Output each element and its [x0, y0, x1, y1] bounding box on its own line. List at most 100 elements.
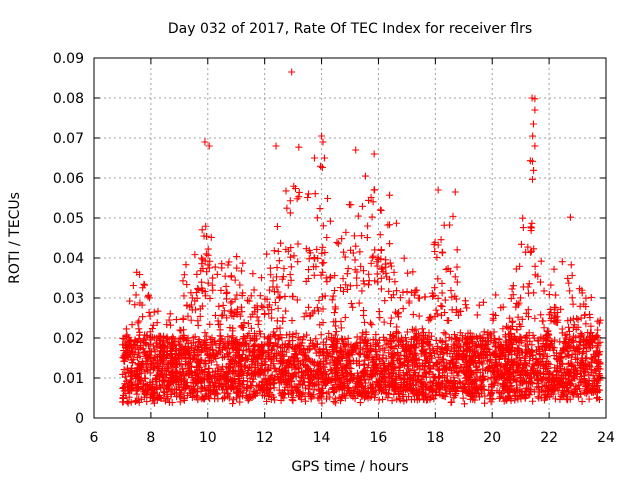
- data-point: [495, 367, 503, 375]
- data-point: [267, 385, 275, 393]
- data-point: [553, 383, 561, 391]
- data-point: [304, 303, 312, 311]
- data-point: [539, 355, 547, 363]
- data-point: [469, 396, 477, 404]
- data-point: [202, 347, 210, 355]
- data-point: [423, 355, 431, 363]
- data-point: [351, 266, 359, 274]
- data-point: [198, 287, 206, 295]
- data-point: [568, 294, 576, 302]
- data-point: [557, 379, 565, 387]
- data-point: [363, 371, 371, 379]
- data-point: [399, 360, 407, 368]
- data-point: [442, 363, 450, 371]
- data-point: [544, 342, 552, 350]
- data-point: [254, 320, 262, 328]
- data-point: [576, 348, 584, 356]
- data-point: [589, 372, 597, 380]
- data-point: [356, 377, 364, 385]
- data-point: [235, 346, 243, 354]
- data-point: [490, 328, 498, 336]
- data-point: [547, 381, 555, 389]
- data-point: [282, 368, 290, 376]
- data-point: [134, 373, 142, 381]
- data-point: [245, 345, 253, 353]
- data-point: [304, 346, 312, 354]
- data-point: [492, 339, 500, 347]
- data-point: [301, 384, 309, 392]
- y-tick-label: 0: [75, 411, 84, 427]
- data-point: [175, 370, 183, 378]
- data-point: [244, 378, 252, 386]
- data-point: [129, 355, 137, 363]
- data-point: [574, 316, 582, 324]
- data-point: [441, 296, 449, 304]
- data-point: [249, 270, 257, 278]
- data-point: [587, 387, 595, 395]
- data-point: [227, 273, 235, 281]
- data-point: [403, 328, 411, 336]
- y-tick-label: 0.03: [53, 291, 84, 307]
- data-point: [365, 281, 373, 289]
- data-point: [222, 289, 230, 297]
- data-point: [327, 366, 335, 374]
- data-point: [537, 333, 545, 341]
- data-point: [293, 296, 301, 304]
- data-point: [120, 357, 128, 365]
- data-point: [236, 281, 244, 289]
- data-point: [375, 308, 383, 316]
- data-point: [226, 356, 234, 364]
- data-point: [514, 360, 522, 368]
- data-point: [371, 186, 379, 194]
- data-point: [284, 247, 292, 255]
- data-point: [332, 338, 340, 346]
- data-point: [450, 340, 458, 348]
- data-point: [286, 197, 294, 205]
- data-point: [205, 364, 213, 372]
- data-point: [340, 248, 348, 256]
- data-point: [531, 106, 539, 114]
- data-point: [433, 385, 441, 393]
- data-point: [223, 288, 231, 296]
- data-point: [175, 378, 183, 386]
- data-point: [460, 400, 468, 408]
- data-point: [596, 365, 604, 373]
- data-point: [546, 305, 554, 313]
- data-point: [557, 354, 565, 362]
- data-point: [463, 362, 471, 370]
- data-point: [491, 335, 499, 343]
- data-point: [318, 399, 326, 407]
- data-point: [438, 337, 446, 345]
- data-point: [287, 263, 295, 271]
- data-point: [368, 373, 376, 381]
- data-point: [130, 371, 138, 379]
- data-point: [126, 297, 134, 305]
- data-point: [150, 389, 158, 397]
- data-point: [159, 388, 167, 396]
- data-point: [128, 321, 136, 329]
- data-point: [228, 378, 236, 386]
- data-point: [546, 360, 554, 368]
- data-point: [359, 346, 367, 354]
- data-point: [139, 284, 147, 292]
- data-point: [586, 314, 594, 322]
- data-point: [159, 348, 167, 356]
- data-point: [325, 388, 333, 396]
- data-point: [260, 333, 268, 341]
- data-point: [283, 204, 291, 212]
- data-point: [210, 386, 218, 394]
- data-point: [285, 337, 293, 345]
- data-point: [333, 238, 341, 246]
- data-point: [525, 280, 533, 288]
- data-point: [280, 394, 288, 402]
- data-point: [567, 261, 575, 269]
- data-point: [119, 334, 127, 342]
- data-point: [536, 278, 544, 286]
- data-point: [379, 395, 387, 403]
- data-point: [388, 382, 396, 390]
- data-point: [225, 258, 233, 266]
- data-point: [373, 262, 381, 270]
- data-point: [249, 375, 257, 383]
- data-point: [575, 385, 583, 393]
